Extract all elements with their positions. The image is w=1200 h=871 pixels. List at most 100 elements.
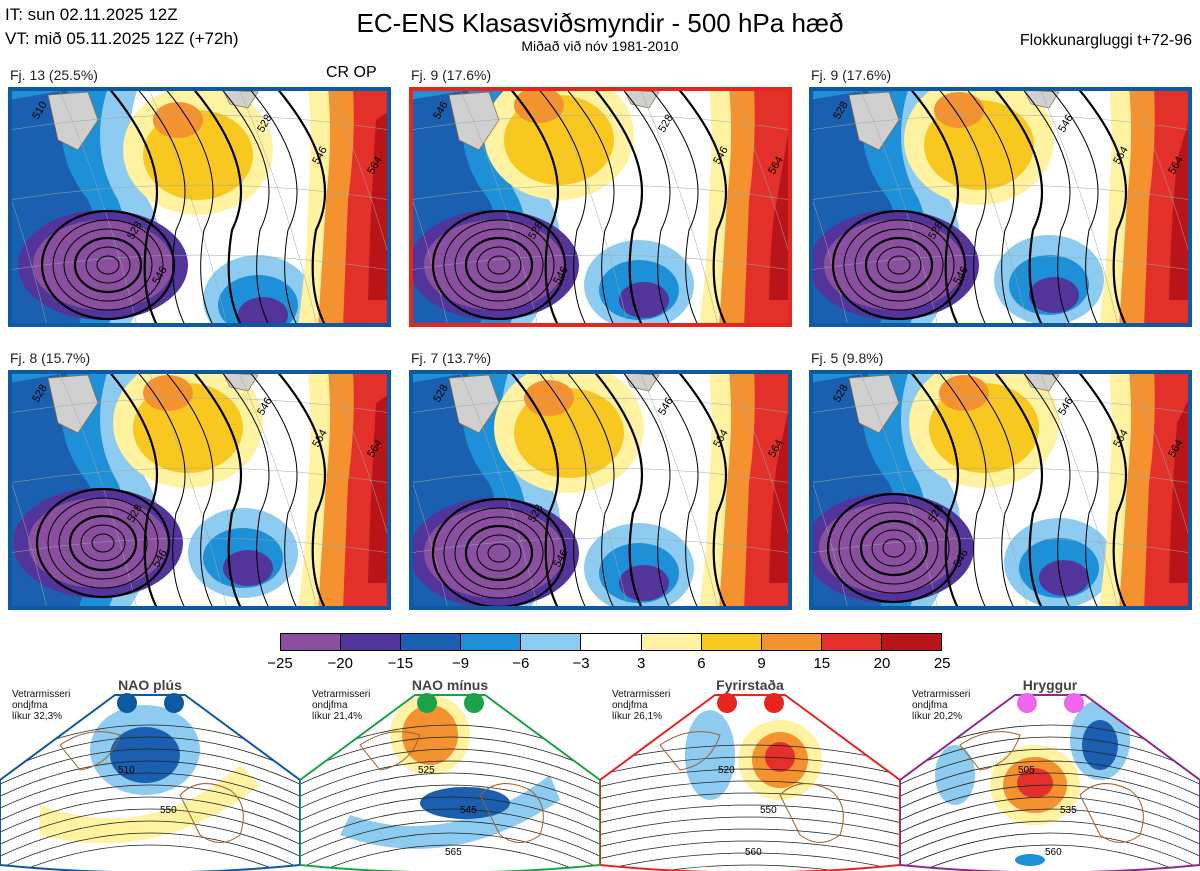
regime-contour: [300, 784, 600, 826]
colorbar-cell: [461, 634, 522, 650]
regime-anomaly: [110, 727, 180, 783]
height-contour: [882, 538, 906, 558]
land-svalbard: [1023, 89, 1060, 109]
regime-contour-label: 560: [745, 847, 762, 858]
colorbar-tick: −20: [327, 655, 353, 672]
regime-contour: [300, 832, 600, 871]
graticule-line: [809, 254, 1192, 271]
height-contour: [191, 370, 243, 610]
height-contour: [476, 534, 522, 572]
cluster-map-5[interactable]: 528 546 528 546 564 564: [409, 370, 792, 610]
regime-contour: [300, 844, 600, 871]
height-contour: [648, 87, 700, 327]
graticule-line: [728, 87, 792, 265]
graticule-line: [57, 370, 138, 610]
regime-contour: [900, 796, 1200, 838]
regime-coastline: [479, 783, 544, 843]
height-contour: [936, 370, 988, 610]
land-greenland: [47, 91, 99, 151]
regime-map-svg: 525 545 565: [300, 694, 600, 871]
land-greenland: [448, 91, 500, 151]
regime-anomaly: [765, 742, 795, 772]
page-subtitle: Miðað við nóv 1981-2010: [521, 38, 679, 54]
height-contour: [487, 543, 511, 563]
regime-coastline: [1079, 783, 1144, 843]
graticule-line: [548, 370, 629, 610]
graticule-line: [809, 467, 1192, 484]
height-contour: [964, 87, 1016, 327]
height-contour: [620, 370, 672, 610]
height-contour: [58, 506, 148, 580]
height-contour: [864, 236, 934, 294]
graticule-line: [1128, 370, 1192, 548]
anomaly-colorbar: [280, 633, 942, 651]
height-contour: [849, 511, 939, 585]
land-greenland: [848, 91, 900, 151]
regime-contour: [0, 808, 300, 850]
graticule-line: [8, 467, 391, 484]
height-contour: [1048, 87, 1100, 327]
cluster-map-6[interactable]: 528 546 528 546 564 564: [809, 370, 1192, 610]
regime-nao-plus: 510 550 Vetrarmisseri ondjfma líkur 32,3% N…: [0, 675, 300, 871]
height-contour: [80, 524, 126, 562]
height-contour: [648, 370, 700, 610]
graticule-line: [8, 471, 48, 610]
regime-coastline: [659, 731, 721, 771]
height-contour: [564, 87, 616, 327]
graticule-line: [809, 188, 849, 327]
height-contour: [73, 236, 143, 294]
panel-border: [8, 370, 391, 610]
height-contour: [838, 502, 950, 594]
regime-anomaly: [685, 710, 735, 800]
regime-coastline: [179, 783, 244, 843]
regime-dot: [464, 693, 484, 713]
regime-anomaly: [340, 775, 560, 849]
anomaly-low-core: [824, 220, 964, 310]
regime-info: Vetrarmisseri ondjfma líkur 21,4%: [312, 689, 371, 722]
cluster-label-3: Fj. 9 (17.6%): [811, 67, 892, 83]
colorbar-cell: [881, 634, 942, 650]
height-contour: [536, 87, 588, 327]
colorbar-tick: 9: [757, 655, 766, 672]
regime-anomaly: [40, 765, 260, 844]
regime-coastline: [779, 783, 844, 843]
cluster-map-1[interactable]: 510 528 528 546 546 564: [8, 87, 391, 327]
height-contour: [676, 370, 728, 610]
cluster-map-3[interactable]: 528 546 528 546 564 564: [809, 87, 1192, 327]
graticule-line: [809, 184, 1192, 201]
regime-contour: [0, 820, 300, 862]
height-contour: [464, 236, 534, 294]
regime-name: Fyrirstaða: [716, 677, 784, 693]
regime-contour: [300, 736, 600, 778]
height-contour: [40, 209, 176, 321]
regime-contour-label: 560: [1045, 847, 1062, 858]
graticule-line: [409, 114, 792, 131]
regime-nao-minus: 525 545 565 Vetrarmisseri ondjfma líkur 21,4…: [300, 675, 600, 871]
anomaly-blue-blob-core: [1029, 277, 1079, 313]
height-contour: [908, 87, 960, 327]
regime-contour: [900, 736, 1200, 778]
anomaly-blue-blob-core: [223, 550, 273, 586]
graticule-line: [327, 87, 391, 265]
graticule-line: [809, 537, 1192, 554]
panel-border: [809, 370, 1192, 610]
height-contour: [859, 519, 929, 577]
cluster-label-1: Fj. 13 (25.5%): [10, 67, 98, 83]
regime-contour: [0, 832, 300, 871]
anomaly-low-core: [819, 503, 959, 593]
regime-dot: [164, 693, 184, 713]
regime-contour-label: 510: [118, 765, 135, 776]
cluster-map-4[interactable]: 528 546 528 546 564 564: [8, 370, 391, 610]
height-contour: [191, 87, 243, 327]
panel-border: [809, 87, 1192, 327]
initial-time: IT: sun 02.11.2025 12Z: [5, 5, 178, 24]
height-contour: [107, 370, 159, 610]
regime-contour-label: 525: [418, 765, 435, 776]
regime-dot: [717, 693, 737, 713]
regime-map-svg: 510 550: [0, 694, 300, 871]
cluster-map-2[interactable]: 546 528 528 546 546 564: [409, 87, 792, 327]
contour-label: 546: [656, 396, 676, 418]
